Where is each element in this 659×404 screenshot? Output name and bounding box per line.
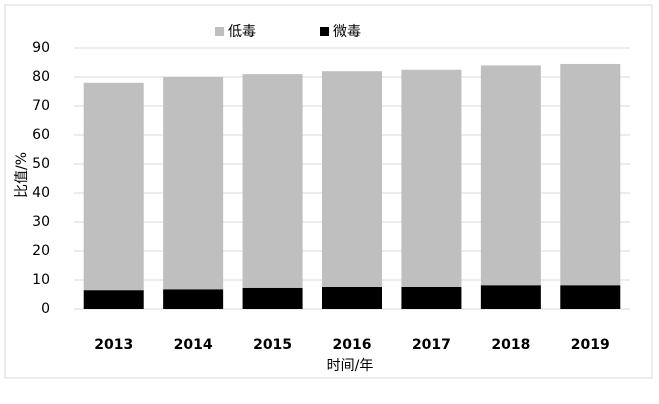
y-tick-label: 90 <box>32 40 50 56</box>
y-tick-label: 60 <box>32 127 50 143</box>
bar-segment <box>242 74 303 288</box>
x-axis-label: 时间/年 <box>327 358 374 374</box>
y-tick-label: 20 <box>32 243 50 259</box>
y-axis-label: 比值/% <box>14 152 30 198</box>
bar-segment <box>163 77 224 290</box>
y-tick-label: 40 <box>32 185 50 201</box>
x-tick-label: 2014 <box>174 337 213 353</box>
legend-label: 低毒 <box>228 24 256 40</box>
bar-segment <box>163 289 224 309</box>
y-tick-label: 10 <box>32 272 50 288</box>
bar-segment <box>322 286 382 309</box>
x-tick-label: 2019 <box>571 337 610 353</box>
y-tick-label: 0 <box>41 301 50 317</box>
y-tick-label: 50 <box>32 156 50 172</box>
legend-swatch <box>215 27 224 36</box>
x-tick-label: 2018 <box>491 337 530 353</box>
bar-segment <box>480 65 541 286</box>
bar-segment <box>560 63 621 286</box>
bar-segment <box>242 287 303 309</box>
bar-segment <box>401 286 462 309</box>
legend-label: 微毒 <box>333 24 361 40</box>
x-tick-label: 2013 <box>94 337 133 353</box>
legend-swatch <box>320 27 329 36</box>
bar-segment <box>401 69 462 287</box>
y-tick-label: 30 <box>32 214 50 230</box>
x-tick-label: 2016 <box>333 337 372 353</box>
bar-segment <box>83 82 144 291</box>
y-tick-label: 80 <box>32 69 50 85</box>
bar-segment <box>322 71 382 287</box>
x-tick-label: 2017 <box>412 337 451 353</box>
bar-segment <box>480 285 541 309</box>
bar-segment <box>560 285 621 309</box>
y-tick-label: 70 <box>32 98 50 114</box>
bar-segment <box>83 290 144 309</box>
x-tick-label: 2015 <box>253 337 292 353</box>
